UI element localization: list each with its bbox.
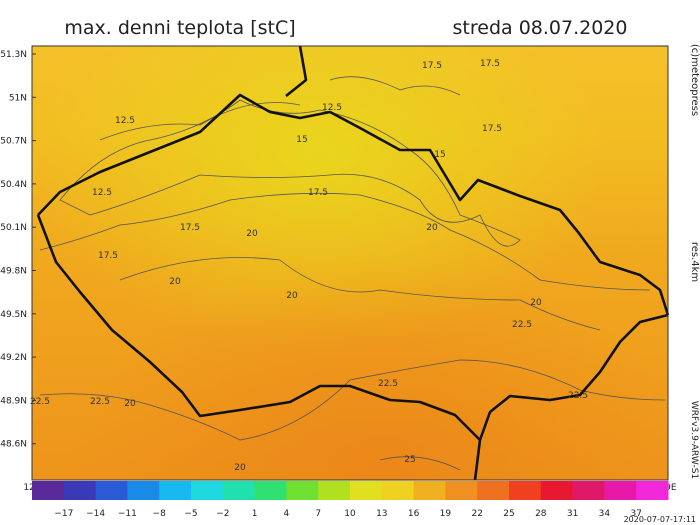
colorbar-label: 4 (284, 509, 290, 519)
colorbar-label: 34 (599, 509, 611, 519)
contour-label: 15 (296, 135, 307, 145)
colorbar-label: −8 (153, 509, 167, 519)
contour-label: 20 (286, 291, 298, 301)
contour-label: 22.5 (512, 320, 532, 330)
contour-label: 15 (434, 150, 445, 160)
colorbar-label: 28 (535, 509, 547, 519)
colorbar-segment (604, 481, 637, 500)
contour-label: 22.5 (30, 397, 50, 407)
map-date: streda 08.07.2020 (453, 17, 628, 39)
contour-label: 20 (246, 229, 258, 239)
lat-label: 48.6N (0, 440, 27, 450)
colorbar-label: −14 (86, 509, 105, 519)
contour-label: 17.5 (422, 61, 442, 71)
colorbar-label: 25 (503, 509, 514, 519)
colorbar-segment (254, 481, 287, 500)
contour-label: 22.5 (568, 391, 588, 401)
lat-label: 51.3N (0, 50, 27, 60)
contour-label: 17.5 (482, 124, 502, 134)
contour-label: 20 (530, 298, 542, 308)
colorbar-segment (509, 481, 542, 500)
colorbar-segment (318, 481, 351, 500)
copyright: (c)meteopress (689, 44, 700, 116)
lat-label: 51N (9, 93, 27, 103)
colorbar-segment (127, 481, 160, 500)
colorbar-label: −17 (54, 509, 73, 519)
contour-label: 20 (234, 463, 246, 473)
colorbar-label: 13 (376, 509, 387, 519)
model: WRFv3.9-ARW-S1 (689, 401, 699, 479)
contour-labels: 12.5 12.5 12.5 15 15 17.5 17.5 17.5 17.5 17.5 17.5… (30, 59, 588, 473)
lat-label: 49.8N (0, 267, 27, 277)
colorbar-label: 31 (567, 509, 578, 519)
colorbar-label: −5 (184, 509, 197, 519)
contour-label: 25 (404, 455, 415, 465)
colorbar-label: 19 (440, 509, 452, 519)
lat-label: 50.4N (0, 180, 27, 190)
colorbar-label: 37 (630, 509, 641, 519)
colorbar-segment (159, 481, 192, 500)
map-area (32, 45, 670, 481)
contour-label: 17.5 (98, 251, 118, 261)
colorbar-segment (95, 481, 128, 500)
colorbar-label: −2 (216, 509, 229, 519)
warm-region (32, 46, 668, 480)
contour-label: 20 (124, 399, 136, 409)
contour-label: 17.5 (308, 188, 328, 198)
lat-label: 50.1N (0, 223, 27, 233)
map-frame (31, 45, 669, 481)
colorbar-label: 1 (252, 509, 258, 519)
colorbar-segment (222, 481, 256, 500)
contour-label: 22.5 (90, 397, 110, 407)
resolution: res.4km (689, 242, 700, 282)
contour-label: 20 (169, 277, 181, 287)
lat-label: 49.5N (0, 310, 27, 320)
contour-label: 12.5 (322, 103, 342, 113)
colorbar-segment (191, 481, 224, 500)
colorbar: −17 −14 −11 −8 −5 −2 1 4 7 10 13 16 19 22 25 28 31 34 37 (32, 481, 669, 519)
timestamp: 2020-07-07-17:11 (624, 515, 696, 524)
country-border (36, 45, 670, 481)
colorbar-segment (477, 481, 510, 500)
colorbar-segment (572, 481, 605, 500)
map-title: max. denni teplota [stC] (64, 17, 295, 39)
contour-label: 12.5 (92, 188, 112, 198)
colorbar-label: 10 (344, 509, 356, 519)
colorbar-label: −11 (118, 509, 137, 519)
colorbar-label: 7 (315, 509, 321, 519)
colorbar-segment (445, 481, 478, 500)
colorbar-segment (32, 481, 65, 500)
colorbar-segment (350, 481, 383, 500)
lat-label: 48.9N (0, 396, 27, 406)
colorbar-segment (63, 481, 97, 500)
colorbar-segment (413, 481, 446, 500)
contour-label: 17.5 (180, 223, 200, 233)
colorbar-label: 22 (471, 509, 482, 519)
lat-label: 49.2N (0, 353, 27, 363)
colorbar-label: 16 (408, 509, 420, 519)
colorbar-segment (636, 481, 669, 500)
contour-label: 12.5 (115, 116, 135, 126)
colorbar-segment (286, 481, 319, 500)
colorbar-segment (540, 481, 574, 500)
contour-label: 20 (426, 223, 438, 233)
contour-label: 22.5 (378, 379, 398, 389)
colorbar-segment (381, 481, 415, 500)
contour-label: 17.5 (480, 59, 500, 69)
lat-label: 50.7N (0, 137, 27, 147)
